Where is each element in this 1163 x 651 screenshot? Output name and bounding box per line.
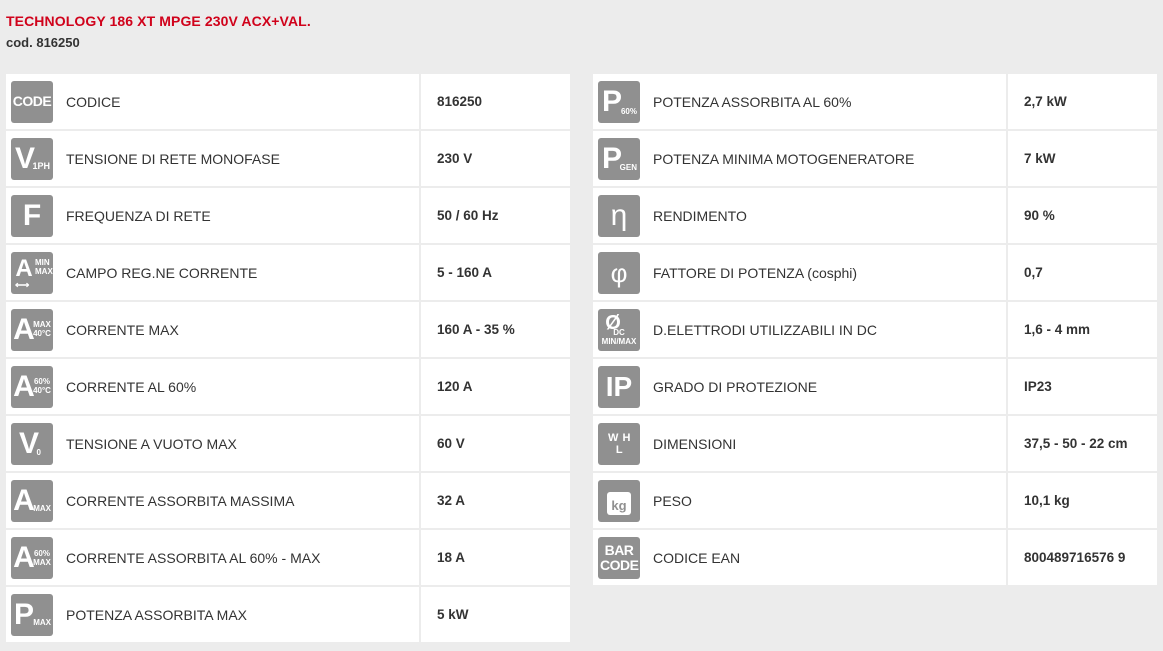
- product-code: cod. 816250: [6, 35, 80, 50]
- spec-value: 120 A: [421, 359, 570, 414]
- specs-right-column: P 60% POTENZA ASSORBITA AL 60% 2,7 kW P …: [593, 74, 1157, 587]
- current-60-icon: A 60% 40°C: [11, 365, 53, 408]
- spec-row: W H L DIMENSIONI 37,5 - 50 - 22 cm: [593, 416, 1157, 471]
- spec-value: 800489716576 9: [1008, 530, 1157, 585]
- spec-label: CODICE: [66, 93, 121, 110]
- product-title: TECHNOLOGY 186 XT MPGE 230V ACX+VAL.: [6, 13, 311, 29]
- spec-value: 816250: [421, 74, 570, 129]
- spec-value: 5 kW: [421, 587, 570, 642]
- spec-value: 0,7: [1008, 245, 1157, 300]
- spec-value: IP23: [1008, 359, 1157, 414]
- electrode-diameter-icon: Ø DC MIN/MAX: [598, 308, 640, 351]
- spec-row: CODE CODICE 816250: [6, 74, 570, 129]
- power-factor-icon: φ: [598, 251, 640, 294]
- spec-value: 1,6 - 4 mm: [1008, 302, 1157, 357]
- spec-value: 90 %: [1008, 188, 1157, 243]
- spec-label: RENDIMENTO: [653, 207, 747, 224]
- spec-row: η RENDIMENTO 90 %: [593, 188, 1157, 243]
- spec-label: PESO: [653, 492, 692, 509]
- spec-row: V 1PH TENSIONE DI RETE MONOFASE 230 V: [6, 131, 570, 186]
- absorbed-current-60-icon: A 60% MAX: [11, 536, 53, 579]
- current-range-icon: A MIN MAX ⟷: [11, 251, 53, 294]
- barcode-icon: BAR CODE: [598, 536, 640, 579]
- spec-label: CORRENTE ASSORBITA AL 60% - MAX: [66, 549, 321, 566]
- spec-row: BAR CODE CODICE EAN 800489716576 9: [593, 530, 1157, 585]
- frequency-icon: F: [11, 194, 53, 237]
- spec-row: kg PESO 10,1 kg: [593, 473, 1157, 528]
- generator-power-icon: P GEN: [598, 137, 640, 180]
- spec-row: P GEN POTENZA MINIMA MOTOGENERATORE 7 kW: [593, 131, 1157, 186]
- spec-row: P MAX POTENZA ASSORBITA MAX 5 kW: [6, 587, 570, 642]
- spec-row: F FREQUENZA DI RETE 50 / 60 Hz: [6, 188, 570, 243]
- spec-value: 7 kW: [1008, 131, 1157, 186]
- spec-label: DIMENSIONI: [653, 435, 737, 452]
- spec-label: TENSIONE DI RETE MONOFASE: [66, 150, 280, 167]
- spec-label: POTENZA ASSORBITA MAX: [66, 606, 248, 623]
- spec-label: CORRENTE AL 60%: [66, 378, 197, 395]
- voltage-1ph-icon: V 1PH: [11, 137, 53, 180]
- spec-value: 2,7 kW: [1008, 74, 1157, 129]
- spec-value: 10,1 kg: [1008, 473, 1157, 528]
- power-max-icon: P MAX: [11, 593, 53, 636]
- spec-label: CAMPO REG.NE CORRENTE: [66, 264, 258, 281]
- efficiency-icon: η: [598, 194, 640, 237]
- spec-label: FREQUENZA DI RETE: [66, 207, 211, 224]
- spec-value: 230 V: [421, 131, 570, 186]
- spec-label: FATTORE DI POTENZA (cosphi): [653, 264, 858, 281]
- spec-row: P 60% POTENZA ASSORBITA AL 60% 2,7 kW: [593, 74, 1157, 129]
- spec-label: D.ELETTRODI UTILIZZABILI IN DC: [653, 321, 878, 338]
- spec-label: CORRENTE MAX: [66, 321, 179, 338]
- page-header: TECHNOLOGY 186 XT MPGE 230V ACX+VAL. cod…: [6, 12, 311, 52]
- spec-row: A MIN MAX ⟷ CAMPO REG.NE CORRENTE 5 - 16…: [6, 245, 570, 300]
- spec-value: 60 V: [421, 416, 570, 471]
- absorbed-current-max-icon: A MAX: [11, 479, 53, 522]
- spec-value: 37,5 - 50 - 22 cm: [1008, 416, 1157, 471]
- spec-value: 160 A - 35 %: [421, 302, 570, 357]
- spec-row: A 60% MAX CORRENTE ASSORBITA AL 60% - MA…: [6, 530, 570, 585]
- spec-label: POTENZA MINIMA MOTOGENERATORE: [653, 150, 915, 167]
- open-voltage-icon: V 0: [11, 422, 53, 465]
- spec-label: CORRENTE ASSORBITA MASSIMA: [66, 492, 295, 509]
- spec-label: CODICE EAN: [653, 549, 741, 566]
- dimensions-icon: W H L: [598, 422, 640, 465]
- spec-row: V 0 TENSIONE A VUOTO MAX 60 V: [6, 416, 570, 471]
- current-max-icon: A MAX 40°C: [11, 308, 53, 351]
- spec-row: A MAX 40°C CORRENTE MAX 160 A - 35 %: [6, 302, 570, 357]
- spec-row: A MAX CORRENTE ASSORBITA MASSIMA 32 A: [6, 473, 570, 528]
- code-icon: CODE: [11, 80, 53, 123]
- spec-label: GRADO DI PROTEZIONE: [653, 378, 818, 395]
- spec-row: φ FATTORE DI POTENZA (cosphi) 0,7: [593, 245, 1157, 300]
- power-60-icon: P 60%: [598, 80, 640, 123]
- spec-row: IP GRADO DI PROTEZIONE IP23: [593, 359, 1157, 414]
- spec-value: 50 / 60 Hz: [421, 188, 570, 243]
- spec-label: POTENZA ASSORBITA AL 60%: [653, 93, 852, 110]
- spec-row: A 60% 40°C CORRENTE AL 60% 120 A: [6, 359, 570, 414]
- spec-value: 18 A: [421, 530, 570, 585]
- weight-icon: kg: [598, 479, 640, 522]
- spec-label: TENSIONE A VUOTO MAX: [66, 435, 237, 452]
- spec-row: Ø DC MIN/MAX D.ELETTRODI UTILIZZABILI IN…: [593, 302, 1157, 357]
- ip-icon: IP: [598, 365, 640, 408]
- specs-left-column: CODE CODICE 816250 V 1PH TENSIONE DI RET…: [6, 74, 570, 644]
- spec-value: 5 - 160 A: [421, 245, 570, 300]
- spec-value: 32 A: [421, 473, 570, 528]
